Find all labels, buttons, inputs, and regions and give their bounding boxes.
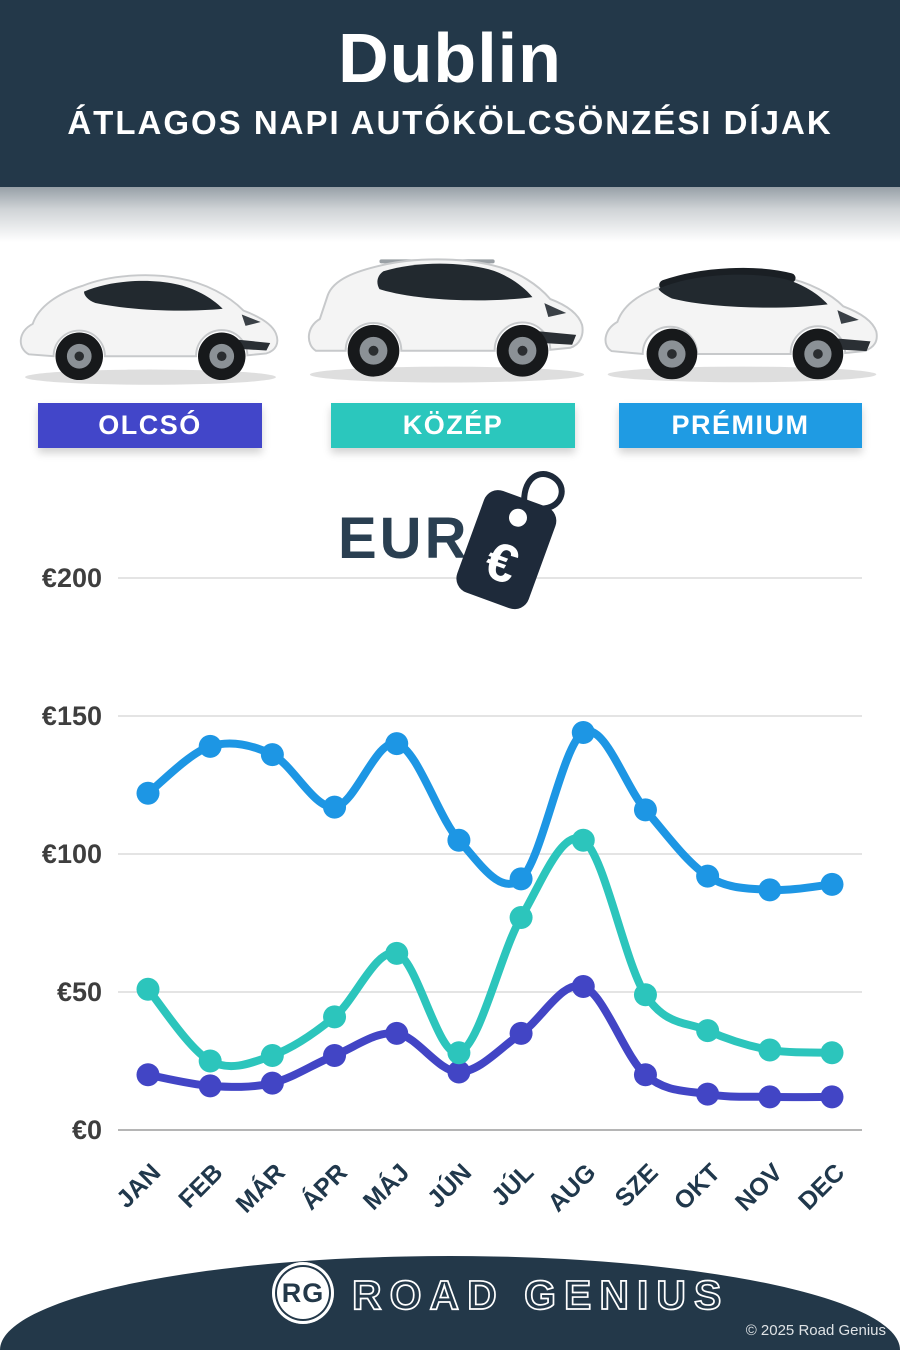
road-genius-logo: RG	[272, 1262, 334, 1324]
data-point-közép	[633, 983, 657, 1007]
data-point-közép	[758, 1038, 782, 1062]
data-point-olcsó	[136, 1063, 160, 1087]
data-point-prémium	[509, 867, 533, 891]
x-axis-label: MÁJ	[357, 1158, 415, 1216]
header-banner: Dublin ÁTLAGOS NAPI AUTÓKÖLCSÖNZÉSI DÍJA…	[0, 0, 900, 187]
logo-initials: RG	[281, 1277, 325, 1308]
data-point-közép	[820, 1041, 844, 1065]
x-axis-label: NOV	[730, 1158, 788, 1216]
data-point-közép	[198, 1049, 222, 1073]
data-point-prémium	[758, 878, 782, 902]
data-point-prémium	[571, 721, 595, 745]
currency-block: EUR €	[0, 455, 900, 625]
data-point-prémium	[633, 798, 657, 822]
data-point-olcsó	[323, 1043, 347, 1067]
data-point-prémium	[198, 734, 222, 758]
y-axis-label: €0	[72, 1115, 102, 1145]
data-point-prémium	[820, 872, 844, 896]
mid-size-car-image	[298, 235, 596, 393]
x-axis-label: OKT	[669, 1158, 726, 1215]
tier-label-cheap: OLCSÓ	[38, 403, 262, 448]
data-point-olcsó	[820, 1085, 844, 1109]
data-point-közép	[385, 941, 409, 965]
data-point-prémium	[136, 781, 160, 805]
data-point-olcsó	[509, 1021, 533, 1045]
data-point-olcsó	[633, 1063, 657, 1087]
y-axis-label: €200	[42, 563, 102, 593]
data-point-olcsó	[758, 1085, 782, 1109]
data-point-közép	[509, 905, 533, 929]
x-axis-label: MÁR	[230, 1158, 291, 1219]
data-point-közép	[260, 1043, 284, 1067]
data-point-olcsó	[198, 1074, 222, 1098]
data-point-olcsó	[447, 1060, 471, 1084]
data-point-olcsó	[696, 1082, 720, 1106]
footer-banner: RG ROAD GENIUS © 2025 Road Genius	[0, 1256, 900, 1350]
data-point-közép	[571, 828, 595, 852]
series-line-prémium	[144, 727, 836, 895]
header-gradient-strip	[0, 187, 900, 242]
y-axis-label: €50	[57, 977, 102, 1007]
brand-name: ROAD GENIUS	[351, 1271, 730, 1319]
premium-car-image	[596, 240, 888, 394]
data-point-közép	[447, 1041, 471, 1065]
data-point-prémium	[260, 743, 284, 767]
data-point-közép	[696, 1019, 720, 1043]
x-axis-label: AUG	[542, 1158, 601, 1217]
data-point-prémium	[696, 864, 720, 888]
rental-price-line-chart: €0 €50 €100 €150 €200 JAN FEB MÁR ÁPR MÁJ JÚN JÚL AU…	[42, 563, 862, 1219]
x-axis-label: DEC	[793, 1158, 850, 1215]
tier-label-premium: PRÉMIUM	[619, 403, 862, 448]
page-title: Dublin	[338, 19, 562, 97]
x-axis-label: ÁPR	[295, 1158, 353, 1216]
data-point-prémium	[323, 795, 347, 819]
car-shadow	[309, 366, 585, 383]
data-point-prémium	[447, 828, 471, 852]
x-axis-label: JÚL	[485, 1157, 540, 1212]
page-subtitle: ÁTLAGOS NAPI AUTÓKÖLCSÖNZÉSI DÍJAK	[67, 103, 833, 141]
y-axis-label: €100	[42, 839, 102, 869]
data-point-közép	[136, 977, 160, 1001]
x-axis-label: FEB	[173, 1158, 228, 1213]
x-axis-label: JAN	[111, 1158, 166, 1213]
y-axis-label: €150	[42, 701, 102, 731]
data-point-olcsó	[385, 1021, 409, 1045]
data-point-prémium	[385, 732, 409, 756]
tier-label-mid: KÖZÉP	[331, 403, 575, 448]
data-point-olcsó	[260, 1071, 284, 1095]
currency-code: EUR	[338, 506, 470, 571]
euro-price-tag-icon: €	[456, 471, 565, 610]
data-point-olcsó	[571, 974, 595, 998]
x-axis-label: SZE	[610, 1158, 664, 1212]
data-point-közép	[323, 1005, 347, 1029]
economy-car-image	[8, 248, 293, 398]
x-axis-label: JÚN	[421, 1157, 478, 1214]
copyright-text: © 2025 Road Genius	[745, 1322, 886, 1339]
